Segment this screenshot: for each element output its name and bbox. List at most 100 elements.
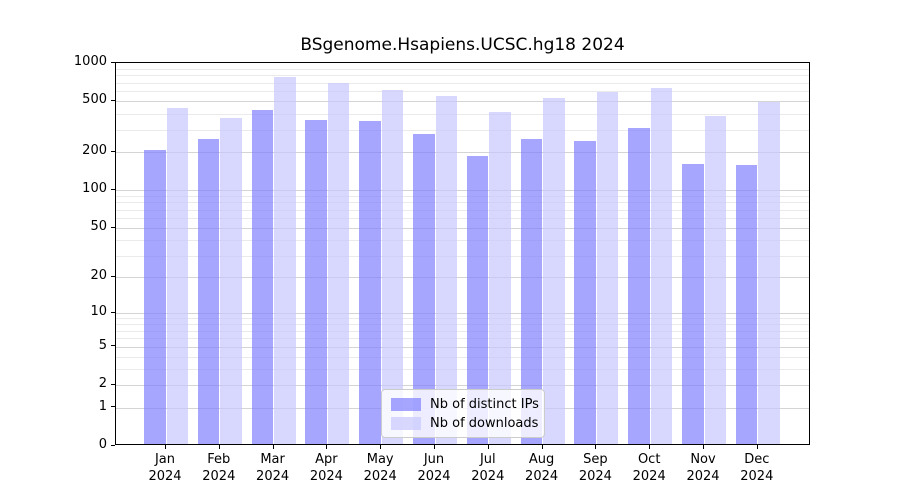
x-axis-tick [649, 445, 651, 449]
legend-swatch [391, 398, 421, 411]
legend-label: Nb of distinct IPs [430, 397, 539, 412]
x-axis-month-label: Jul [479, 452, 496, 467]
x-axis-month-label: Mar [260, 452, 285, 467]
x-axis-tick-label: Aug 2024 [512, 451, 572, 485]
x-axis-year-label: 2024 [256, 469, 290, 484]
plot-area: Nb of distinct IPs Nb of downloads [115, 62, 810, 445]
legend-item: Nb of downloads [391, 414, 539, 433]
bar-downloads [381, 89, 404, 444]
minor-gridline [116, 129, 809, 131]
minor-gridline [116, 369, 809, 371]
minor-gridline [116, 82, 809, 84]
y-axis-tick-label: 100 [82, 181, 107, 197]
x-axis-tick [165, 445, 166, 449]
x-axis-tick-label: Oct 2024 [619, 451, 679, 485]
bar-distinct-ips [197, 138, 220, 444]
x-axis-tick [272, 445, 274, 449]
x-axis-month-label: Apr [315, 452, 338, 467]
minor-gridline [116, 330, 809, 332]
bar-downloads [220, 117, 242, 444]
y-axis-tick-label: 1000 [73, 54, 107, 69]
x-axis-tick [703, 445, 704, 449]
bar-distinct-ips [735, 165, 758, 444]
x-axis-year-label: 2024 [148, 469, 182, 484]
x-axis-month-label: Dec [744, 452, 770, 467]
x-axis-tick-label: Jul 2024 [458, 451, 518, 485]
x-axis-month-label: Jun [423, 452, 445, 467]
y-axis-tick [111, 188, 115, 190]
x-axis-tick [326, 445, 328, 449]
major-gridline [116, 228, 809, 229]
minor-gridline [116, 324, 809, 326]
bar-distinct-ips [628, 128, 650, 444]
x-axis-tick [487, 445, 489, 449]
bar-downloads [704, 116, 726, 444]
x-axis-year-label: 2024 [632, 469, 666, 484]
y-axis-tick-label: 10 [90, 304, 107, 320]
x-axis-year-label: 2024 [202, 469, 236, 484]
x-axis-month-label: Oct [637, 452, 661, 467]
minor-gridline [116, 255, 809, 257]
y-axis-tick-label: 200 [82, 143, 107, 158]
x-axis-month-label: Feb [207, 452, 231, 467]
x-axis-tick [434, 445, 435, 449]
major-gridline [116, 385, 809, 387]
y-axis-tick [111, 311, 115, 313]
y-axis-tick [111, 345, 115, 347]
bar-downloads [489, 111, 511, 444]
minor-gridline [116, 75, 809, 77]
legend: Nb of distinct IPs Nb of downloads [381, 389, 545, 438]
bar-distinct-ips [251, 110, 274, 444]
bar-downloads [543, 98, 565, 444]
y-axis-tick-label: 1 [98, 398, 107, 414]
x-axis-tick-label: Dec 2024 [727, 451, 787, 485]
x-axis-tick-label: Jan 2024 [135, 451, 195, 485]
y-axis-tick-label: 0 [98, 437, 107, 452]
legend-item: Nb of distinct IPs [391, 395, 539, 414]
y-axis-tick [111, 275, 115, 277]
minor-gridline [116, 113, 809, 115]
y-axis-tick [111, 226, 115, 228]
minor-gridline [116, 318, 809, 320]
minor-gridline [116, 218, 809, 220]
x-axis-month-label: Nov [690, 452, 716, 467]
x-axis-year-label: 2024 [686, 469, 720, 484]
x-axis-year-label: 2024 [309, 469, 343, 484]
bar-downloads [327, 83, 350, 444]
x-axis-tick-label: Jun 2024 [404, 451, 464, 485]
legend-swatch [391, 417, 421, 430]
x-axis-tick [541, 445, 543, 449]
y-axis-tick [111, 406, 115, 408]
bar-distinct-ips [520, 139, 543, 444]
x-axis-tick-label: Nov 2024 [673, 451, 733, 485]
minor-gridline [116, 240, 809, 242]
minor-gridline [116, 68, 809, 70]
x-axis-month-label: Aug [528, 452, 555, 467]
major-gridline [116, 152, 809, 153]
x-axis-tick [380, 445, 382, 449]
legend-label: Nb of downloads [430, 416, 539, 431]
y-axis-tick-label: 2 [98, 376, 107, 392]
bar-downloads [435, 95, 457, 444]
y-axis-tick-label: 50 [90, 219, 107, 234]
chart-title: BSgenome.Hsapiens.UCSC.hg18 2024 [300, 35, 625, 55]
x-axis-year-label: 2024 [363, 469, 397, 484]
minor-gridline [116, 338, 809, 340]
bar-downloads [650, 88, 673, 444]
bar-distinct-ips [359, 120, 381, 444]
x-axis-year-label: 2024 [471, 469, 505, 484]
bar-downloads [274, 76, 296, 444]
bar-downloads [166, 107, 188, 444]
minor-gridline [116, 202, 809, 204]
y-axis-tick-label: 500 [82, 92, 107, 108]
y-axis-tick [111, 150, 115, 152]
x-axis-tick-label: Sep 2024 [565, 451, 625, 485]
y-axis-tick [111, 99, 115, 101]
bar-distinct-ips [574, 140, 596, 444]
x-axis-year-label: 2024 [417, 469, 451, 484]
minor-gridline [116, 195, 809, 197]
bar-distinct-ips [305, 119, 327, 444]
bar-downloads [596, 92, 619, 444]
x-axis-month-label: Jan [154, 452, 176, 467]
